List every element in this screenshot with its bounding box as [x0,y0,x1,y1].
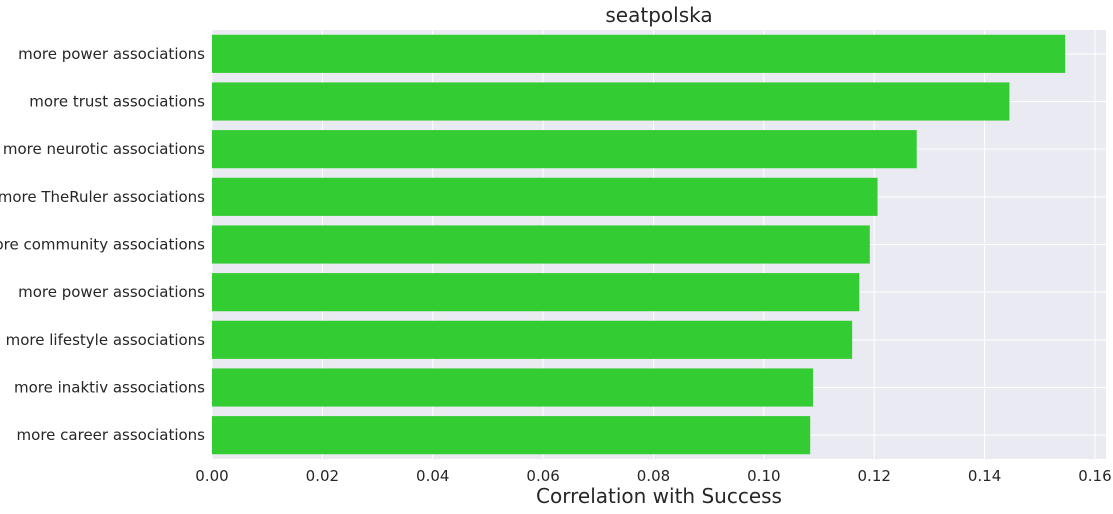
bar [212,177,878,216]
x-tick-label: 0.14 [968,467,1001,485]
bar [212,130,917,169]
y-tick-label: more lifestyle associations [6,331,206,349]
bars [212,34,1066,455]
bar [212,368,813,407]
x-tick-label: 0.12 [858,467,891,485]
y-tick-label: more neurotic associations [3,140,205,158]
x-tick-label: 0.02 [306,467,339,485]
y-tick-label: more TheRuler associations [0,188,205,206]
x-tick-label: 0.00 [195,467,228,485]
bar [212,273,860,312]
x-tick-label: 0.10 [747,467,780,485]
x-tick-label: 0.16 [1078,467,1111,485]
x-tick-labels: 0.00 0.02 0.04 0.06 0.08 0.10 0.12 0.14 0.16 [195,467,1111,485]
y-tick-label: more community associations [0,236,205,254]
x-tick-label: 0.06 [526,467,559,485]
y-tick-label: more inaktiv associations [14,379,205,397]
y-tick-label: more power associations [18,283,205,301]
y-tick-labels: more power associations more trust associ… [0,45,205,444]
bar [212,416,811,455]
bar [212,82,1010,121]
bar [212,320,853,359]
x-axis-label: Correlation with Success [536,484,782,508]
x-tick-label: 0.08 [637,467,670,485]
x-tick-label: 0.04 [416,467,449,485]
y-tick-label: more power associations [18,45,205,63]
bar [212,225,870,264]
bar [212,34,1066,73]
y-tick-label: more career associations [17,426,206,444]
y-tick-label: more trust associations [29,93,205,111]
chart-title: seatpolska [605,3,712,27]
